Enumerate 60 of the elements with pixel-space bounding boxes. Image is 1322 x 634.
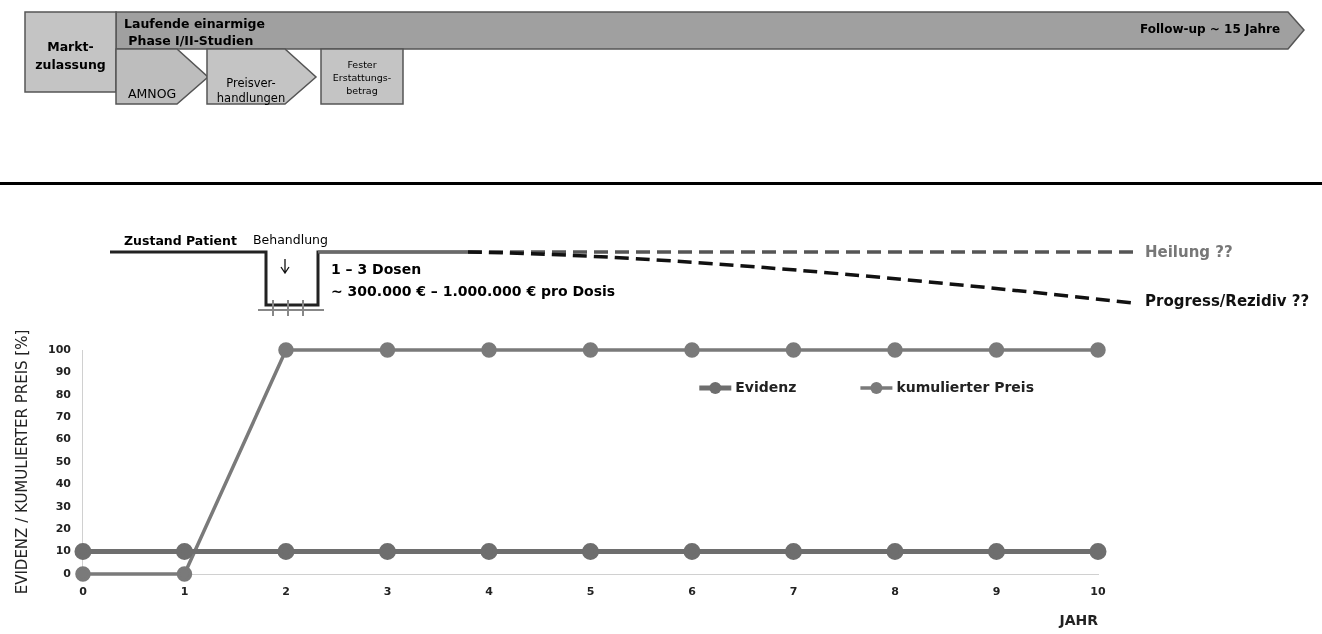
point <box>582 342 599 358</box>
point <box>784 543 802 561</box>
x-tick-label: 9 <box>992 585 1001 599</box>
point <box>887 342 903 358</box>
y-tick-label: 100 <box>47 342 72 356</box>
point <box>683 543 701 561</box>
text: Fester Erstattungs- betrag <box>331 58 393 97</box>
x-tick-label: 8 <box>891 585 899 599</box>
point <box>175 543 193 561</box>
point <box>75 566 91 582</box>
x-tick-label: 2 <box>282 585 290 599</box>
x-axis-title: JAHR <box>1058 612 1099 629</box>
text: Zustand Patient <box>124 233 237 248</box>
legend-label: Evidenz <box>735 378 797 395</box>
text: ~ 300.000 € – 1.000.000 € pro Dosis <box>331 283 616 299</box>
text: Behandlung <box>253 232 328 247</box>
point <box>278 342 294 358</box>
y-tick-label: 70 <box>55 410 72 424</box>
point <box>785 342 802 358</box>
x-tick-label: 6 <box>688 585 697 599</box>
y-tick-label: 30 <box>55 499 72 513</box>
x-tick-label: 3 <box>383 585 392 599</box>
x-tick-label: 5 <box>586 585 595 599</box>
y-tick-label: 80 <box>55 387 72 401</box>
text: Heilung ?? <box>1145 243 1233 261</box>
y-tick-label: 10 <box>55 544 72 558</box>
point <box>988 543 1005 561</box>
point <box>1089 543 1107 561</box>
point <box>74 543 92 561</box>
y-tick-label: 60 <box>55 432 72 446</box>
x-tick-label: 7 <box>789 585 798 599</box>
y-tick-label: 40 <box>55 477 72 491</box>
text: AMNOG <box>128 86 177 101</box>
point <box>988 342 1005 358</box>
text: Laufende einarmige Phase I/II-Studien <box>124 15 265 49</box>
point <box>581 543 599 561</box>
x-tick-label: 0 <box>79 585 88 599</box>
point <box>480 543 498 561</box>
text: Markt- zulassung <box>34 38 107 74</box>
point <box>481 342 497 358</box>
x-tick-label: 4 <box>485 585 494 599</box>
text: Progress/Rezidiv ?? <box>1145 292 1310 310</box>
x-tick-label: 10 <box>1090 585 1106 599</box>
point <box>1090 342 1106 358</box>
point <box>378 543 396 561</box>
y-tick-label: 50 <box>55 454 72 468</box>
point <box>886 543 904 561</box>
legend-label: kumulierter Preis <box>896 378 1035 395</box>
text: 1 – 3 Dosen <box>331 261 422 277</box>
point <box>176 566 193 582</box>
y-tick-label: 0 <box>63 566 72 580</box>
text: Preisver- handlungen <box>215 76 287 106</box>
text: Follow-up ~ 15 Jahre <box>1140 22 1281 36</box>
y-axis-title: EVIDENZ / KUMULIERTER PREIS [%] <box>12 329 31 595</box>
y-tick-label: 20 <box>55 522 72 536</box>
y-tick-label: 90 <box>55 365 72 379</box>
x-tick-label: 1 <box>180 585 189 599</box>
point <box>277 543 295 561</box>
point <box>379 342 396 358</box>
point <box>684 342 700 358</box>
